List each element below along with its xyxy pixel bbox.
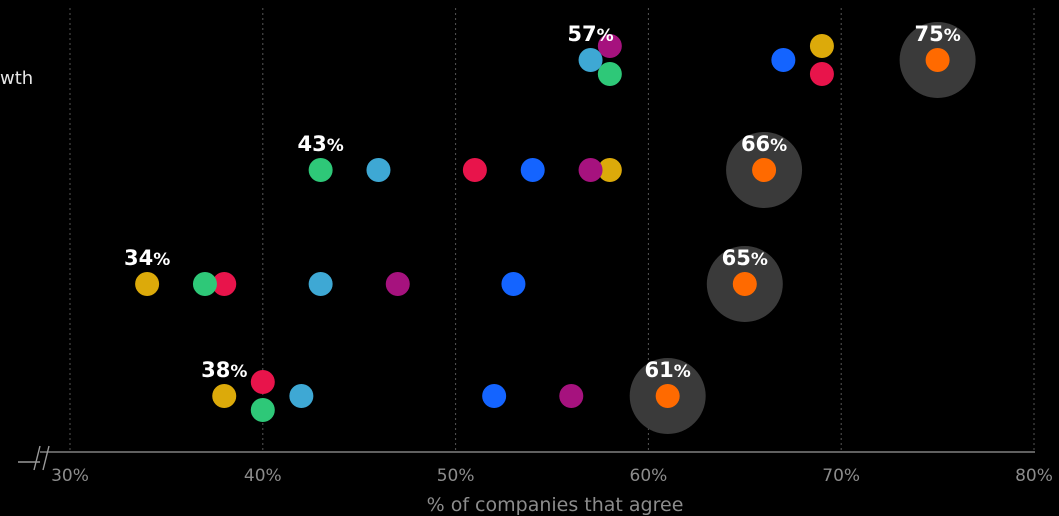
data-point: [501, 272, 526, 296]
data-row: 43% 66%: [297, 132, 803, 208]
x-tick-label: 70%: [822, 466, 860, 486]
data-point: [308, 272, 333, 296]
x-tick-label: 50%: [437, 466, 475, 486]
data-point: [771, 48, 796, 72]
data-point: [809, 34, 834, 58]
value-label-number: 75: [914, 22, 943, 46]
data-point: [597, 158, 622, 182]
value-label-suffix: %: [230, 362, 247, 382]
data-rows: 57% 75%43% 66%34% 65%38% 61%: [124, 22, 976, 434]
data-point: [597, 62, 622, 86]
value-label-number: 57: [567, 22, 596, 46]
value-label: 38%: [201, 358, 247, 382]
data-point: [135, 272, 160, 296]
data-point: [482, 384, 507, 408]
value-label: 57%: [567, 22, 613, 46]
value-label: 65%: [722, 246, 768, 270]
data-point: [809, 62, 834, 86]
x-tick-label: 40%: [244, 466, 282, 486]
value-label-number: 38: [201, 358, 230, 382]
x-axis: [18, 445, 1035, 471]
data-point: [366, 158, 391, 182]
value-label-number: 65: [722, 246, 751, 270]
x-tick-label: 80%: [1015, 466, 1053, 486]
row-label: wth: [0, 68, 33, 89]
data-point: [597, 34, 622, 58]
value-label-number: 61: [645, 358, 674, 382]
value-label: 34%: [124, 246, 170, 270]
gridlines: [69, 8, 1035, 452]
data-point: [578, 158, 603, 182]
data-row: 38% 61%: [201, 358, 706, 434]
data-point: [308, 158, 333, 182]
data-point: [732, 272, 757, 296]
value-label-suffix: %: [770, 136, 787, 156]
x-axis-title: % of companies that agree: [427, 494, 684, 516]
x-tick-label: 60%: [630, 466, 668, 486]
value-label-number: 66: [741, 132, 770, 156]
data-point: [462, 158, 487, 182]
data-point: [250, 398, 275, 422]
value-label-suffix: %: [597, 26, 614, 46]
data-point: [578, 48, 603, 72]
value-label: 75%: [914, 22, 960, 46]
data-point: [212, 384, 237, 408]
x-tick-labels: 30% 40% 50% 60% 70% 80%: [51, 466, 1053, 486]
axis-break-icon: [18, 445, 50, 471]
x-tick-label: 30%: [51, 466, 89, 486]
data-row: 34% 65%: [124, 246, 783, 322]
row-labels: wth: [0, 68, 33, 89]
value-label: 66%: [741, 132, 787, 156]
value-label-suffix: %: [674, 362, 691, 382]
value-label-number: 34: [124, 246, 153, 270]
data-point: [752, 158, 777, 182]
data-point: [250, 370, 275, 394]
value-label-number: 43: [297, 132, 326, 156]
value-label-suffix: %: [153, 250, 170, 270]
data-point: [925, 48, 950, 72]
value-label-suffix: %: [944, 26, 961, 46]
data-point: [192, 272, 217, 296]
data-point: [655, 384, 680, 408]
value-label: 43%: [297, 132, 343, 156]
value-label-suffix: %: [751, 250, 768, 270]
data-row: 57% 75%: [567, 22, 976, 98]
data-point: [289, 384, 314, 408]
value-label: 61%: [645, 358, 691, 382]
data-point: [559, 384, 584, 408]
data-point: [212, 272, 237, 296]
data-point: [385, 272, 410, 296]
data-point: [520, 158, 545, 182]
value-label-suffix: %: [327, 136, 344, 156]
